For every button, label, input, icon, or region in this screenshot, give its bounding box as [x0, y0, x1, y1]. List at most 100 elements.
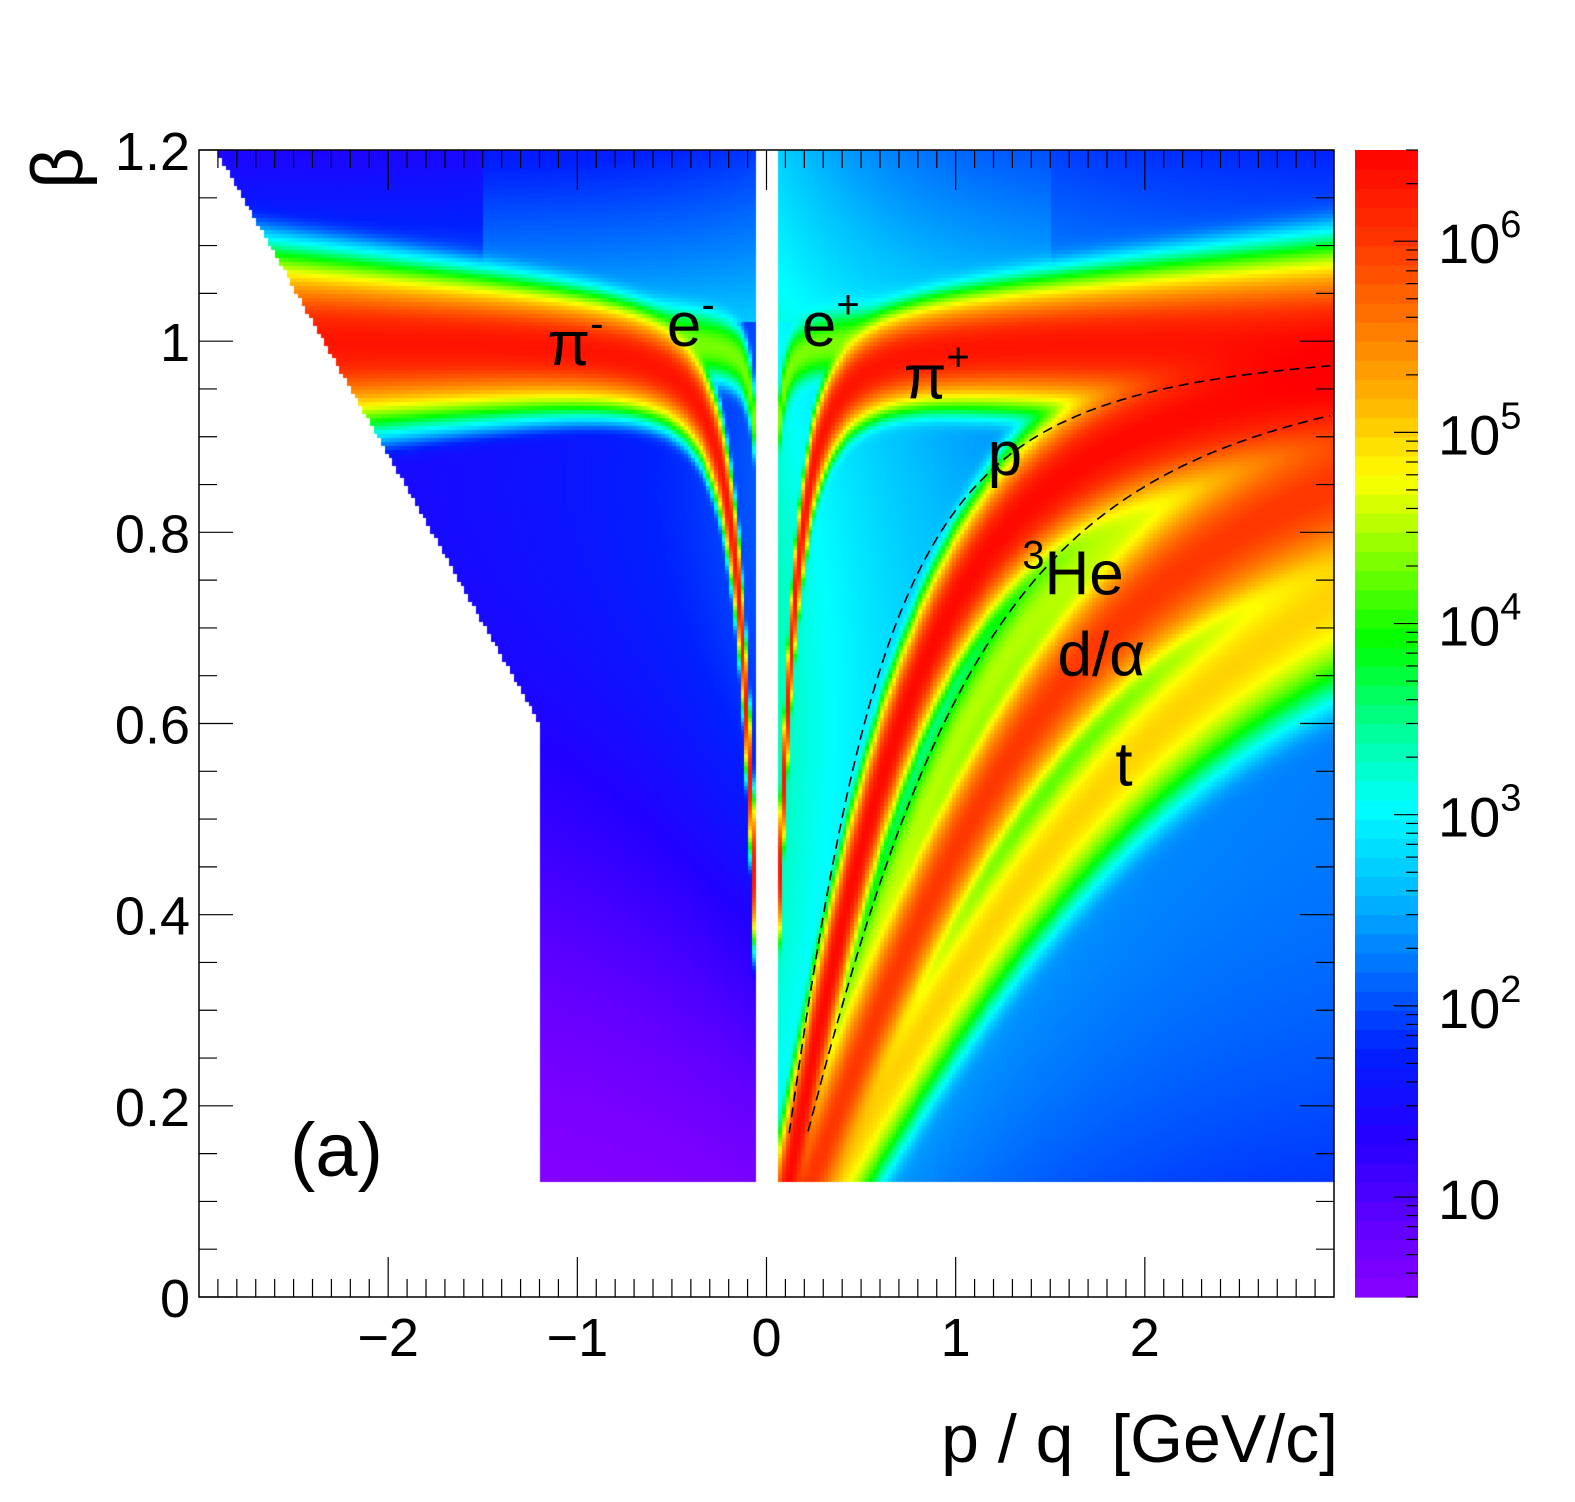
pid-cut-lines [788, 365, 1331, 1134]
colorbar-swatch [1355, 150, 1418, 170]
colorbar-swatch [1355, 819, 1418, 839]
colorbar-swatch [1355, 245, 1418, 266]
colorbar-tick-base: 10 [1438, 403, 1500, 466]
colorbar-tick-label: 106 [1438, 204, 1521, 275]
x-axis-label: p / q [GeV/c] [941, 1401, 1338, 1477]
colorbar-swatch [1355, 952, 1418, 973]
colorbar-swatch [1355, 570, 1418, 591]
x-axis-ticks: −2 −1 0 1 2 [217, 150, 1316, 1368]
colorbar-swatch [1355, 341, 1418, 361]
colorbar-swatch [1355, 1220, 1418, 1241]
particle-label-proton: p [988, 420, 1022, 489]
colorbar-swatch [1355, 264, 1418, 285]
y-tick-label: 0.8 [115, 504, 190, 564]
colorbar-tick-label: 104 [1438, 587, 1521, 658]
colorbar-swatch [1355, 1258, 1418, 1279]
colorbar-swatch [1355, 589, 1418, 610]
colorbar-swatch [1355, 1067, 1418, 1088]
particle-label-triton: t [1115, 731, 1132, 800]
colorbar-swatch [1355, 398, 1418, 419]
particle-label-e-plus: e+ [802, 283, 860, 360]
y-tick-label: 0.6 [115, 696, 190, 756]
colorbar-swatch [1355, 1010, 1418, 1030]
colorbar-swatch [1355, 1124, 1418, 1145]
x-tick-label: 1 [941, 1308, 971, 1368]
colorbar-swatch [1355, 780, 1418, 801]
label-superscript: - [590, 302, 603, 346]
x-tick-label: −2 [357, 1308, 419, 1368]
colorbar-tick-base: 10 [1438, 212, 1500, 275]
y-tick-label: 0.2 [115, 1078, 190, 1138]
label-base: e [802, 291, 836, 360]
label-base: d/α [1058, 621, 1146, 690]
panel-label: (a) [290, 1108, 383, 1193]
colorbar-tick-base: 10 [1438, 977, 1500, 1040]
colorbar-swatch [1355, 761, 1418, 782]
colorbar-swatch [1355, 685, 1418, 705]
particle-label-helium3: 3He [1022, 533, 1124, 608]
colorbar-swatch [1355, 666, 1418, 686]
colorbar-swatch [1355, 494, 1418, 514]
colorbar-swatch [1355, 436, 1418, 457]
colorbar-swatch [1355, 1163, 1418, 1183]
colorbar-swatch [1355, 742, 1418, 763]
label-superscript: + [946, 336, 969, 380]
colorbar-swatch [1355, 608, 1418, 629]
colorbar-swatch [1355, 1144, 1418, 1164]
colorbar-tick-exponent: 4 [1500, 587, 1521, 629]
heatmap-image [199, 150, 1334, 1297]
colorbar-swatch [1355, 513, 1418, 533]
colorbar-swatch [1355, 188, 1418, 208]
colorbar-tick-exponent: 6 [1500, 204, 1521, 246]
label-base: π [547, 310, 590, 379]
colorbar-swatch [1355, 1048, 1418, 1069]
y-tick-label: 1.2 [115, 122, 190, 182]
label-prescript: 3 [1022, 533, 1044, 577]
y-tick-label: 1 [160, 313, 190, 373]
x-tick-label: 2 [1130, 1308, 1160, 1368]
label-base: t [1115, 731, 1132, 800]
colorbar-swatch [1355, 627, 1418, 648]
y-tick-label: 0.4 [115, 887, 190, 947]
colorbar-swatch [1355, 360, 1418, 380]
colorbar-tick-exponent: 5 [1500, 395, 1521, 437]
colorbar-swatch [1355, 532, 1418, 553]
colorbar-swatch [1355, 1201, 1418, 1222]
colorbar-swatch [1355, 379, 1418, 400]
particle-label-deuteron-alpha: d/α [1058, 621, 1146, 690]
label-base: He [1044, 539, 1123, 608]
y-axis-label: β [18, 147, 98, 188]
colorbar-swatch [1355, 647, 1418, 667]
colorbar-swatch [1355, 876, 1418, 897]
colorbar-swatch [1355, 1239, 1418, 1260]
colorbar-swatch [1355, 169, 1418, 189]
colorbar-tick-exponent: 3 [1500, 778, 1521, 820]
x-tick-label: 0 [751, 1308, 781, 1368]
colorbar-swatch [1355, 838, 1418, 858]
cut-line-lower [807, 414, 1331, 1132]
cut-line-upper [788, 365, 1331, 1134]
colorbar-swatch [1355, 857, 1418, 878]
colorbar-swatch [1355, 1105, 1418, 1126]
colorbar-tick-exponent: 2 [1500, 969, 1521, 1011]
colorbar-tick-label: 105 [1438, 395, 1521, 466]
y-axis-ticks: 0 0.2 0.4 0.6 0.8 1 1.2 [115, 122, 1334, 1329]
colorbar-tick-base: 10 [1438, 595, 1500, 658]
colorbar-tick-label: 102 [1438, 969, 1521, 1040]
colorbar-swatch [1355, 455, 1418, 476]
colorbar-tick-base: 10 [1438, 786, 1500, 849]
colorbar-swatch [1355, 704, 1418, 725]
colorbar-swatch [1355, 972, 1418, 992]
colorbar-swatch [1355, 283, 1418, 304]
particle-label-pi-plus: π+ [904, 336, 970, 413]
colorbar-swatch [1355, 1182, 1418, 1203]
label-base: π [904, 344, 947, 413]
colorbar-swatch [1355, 723, 1418, 744]
colorbar-swatch [1355, 1277, 1418, 1298]
y-tick-label: 0 [160, 1269, 190, 1329]
colorbar-swatch [1355, 302, 1418, 323]
particle-label-e-minus: e- [667, 283, 715, 360]
colorbar-swatch [1355, 551, 1418, 572]
colorbar-swatch [1355, 1086, 1418, 1107]
